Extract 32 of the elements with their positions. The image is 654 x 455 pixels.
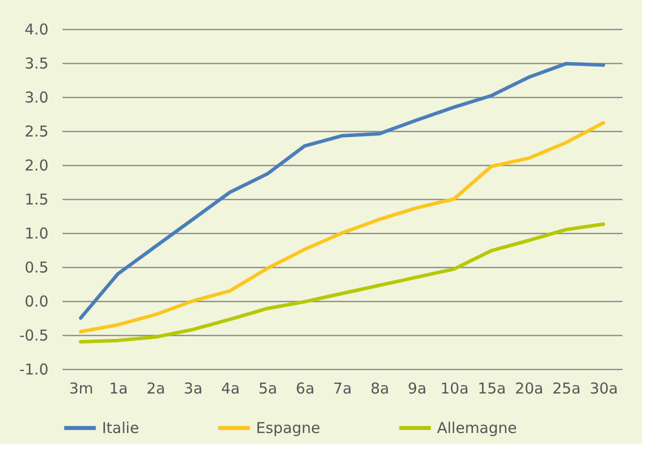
line-series (78, 222, 606, 344)
x-tick-label: 8a (370, 380, 390, 398)
x-tick-label: 30a (590, 380, 618, 398)
x-tick-label: 2a (146, 380, 166, 398)
y-tick-label: 3.0 (24, 88, 48, 106)
y-tick-label: 0.0 (24, 292, 48, 310)
x-tick-label: 1a (109, 380, 128, 398)
y-tick-label: 2.0 (24, 156, 48, 174)
legend-label: Allemagne (437, 419, 517, 437)
y-tick-label: 2.5 (24, 122, 48, 140)
x-tick-label: 5a (258, 380, 278, 398)
x-tick-label: 15a (478, 380, 506, 398)
y-tick-label: 4.0 (24, 20, 48, 38)
legend-label: Italie (102, 419, 140, 437)
y-tick-label: 1.0 (24, 224, 48, 242)
x-tick-label: 20a (515, 380, 544, 398)
x-tick-label: 4a (221, 380, 240, 398)
x-tick-label: 10a (440, 380, 469, 398)
y-tick-label: -0.5 (19, 326, 48, 344)
x-tick-label: 9a (408, 380, 427, 398)
legend-label: Espagne (256, 419, 320, 437)
y-tick-label: -1.0 (19, 360, 48, 378)
y-tick-label: 3.5 (24, 54, 48, 72)
x-tick-label: 3a (184, 380, 203, 398)
y-tick-label: 0.5 (24, 258, 48, 276)
line-series (78, 62, 606, 320)
x-tick-label: 25a (552, 380, 581, 398)
x-tick-label: 6a (296, 380, 315, 398)
y-tick-label: 1.5 (24, 190, 48, 208)
line-series (78, 121, 606, 334)
x-tick-label: 3m (69, 380, 94, 398)
x-tick-label: 7a (333, 380, 352, 398)
